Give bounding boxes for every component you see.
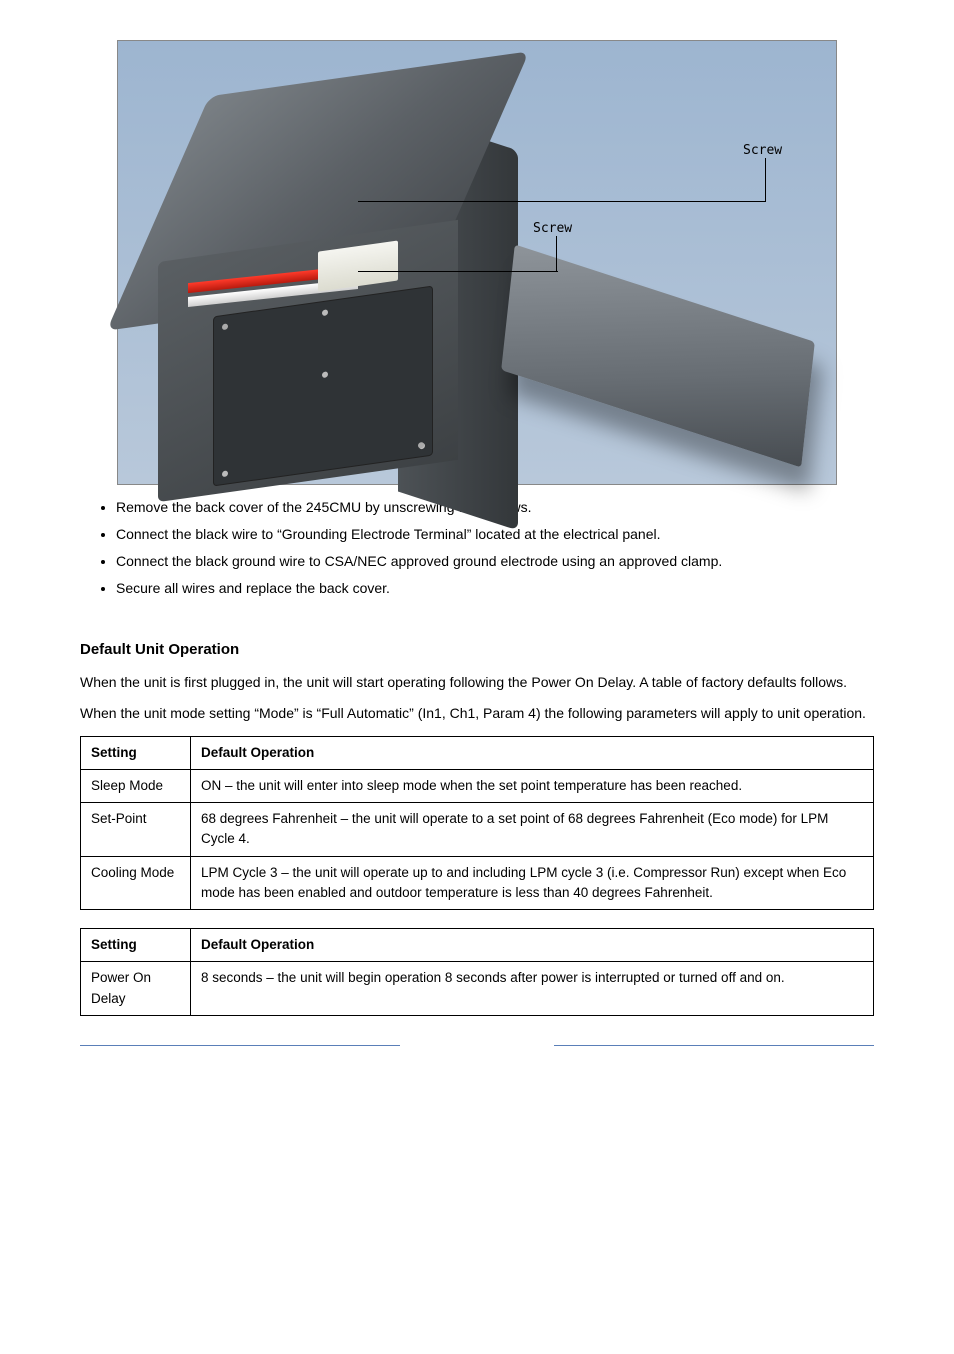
- table-header: Setting: [81, 929, 191, 962]
- defaults-table-2: Setting Default Operation Power On Delay…: [80, 928, 874, 1016]
- table-row: Set-Point 68 degrees Fahrenheit – the un…: [81, 803, 874, 857]
- callout-line: [765, 158, 766, 202]
- callout-line: [556, 236, 557, 272]
- table-cell: Set-Point: [81, 803, 191, 857]
- table-cell: 8 seconds – the unit will begin operatio…: [191, 962, 874, 1016]
- table-header: Default Operation: [191, 929, 874, 962]
- table-cell: ON – the unit will enter into sleep mode…: [191, 769, 874, 802]
- table-cell: Sleep Mode: [81, 769, 191, 802]
- table-cell: Power On Delay: [81, 962, 191, 1016]
- callout-label-screw-mid: Screw: [533, 219, 572, 239]
- figure-device-cover: Screw Screw: [117, 40, 837, 485]
- footer-right: [554, 1045, 874, 1046]
- footer-left: [80, 1045, 400, 1046]
- callout-label-screw-right: Screw: [743, 141, 782, 161]
- table-row: Cooling Mode LPM Cycle 3 – the unit will…: [81, 856, 874, 910]
- page-footer: [80, 1045, 874, 1046]
- device-render: [118, 41, 498, 486]
- table-header: Default Operation: [191, 736, 874, 769]
- instruction-item: Connect the black ground wire to CSA/NEC…: [116, 551, 874, 572]
- callout-line: [358, 271, 558, 272]
- paragraph: When the unit is first plugged in, the u…: [80, 672, 874, 693]
- defaults-table-1: Setting Default Operation Sleep Mode ON …: [80, 736, 874, 911]
- table-cell: LPM Cycle 3 – the unit will operate up t…: [191, 856, 874, 910]
- section-heading: Default Unit Operation: [80, 639, 874, 662]
- table-row: Sleep Mode ON – the unit will enter into…: [81, 769, 874, 802]
- paragraph: When the unit mode setting “Mode” is “Fu…: [80, 703, 874, 724]
- instruction-item: Secure all wires and replace the back co…: [116, 578, 874, 599]
- table-cell: Cooling Mode: [81, 856, 191, 910]
- table-cell: 68 degrees Fahrenheit – the unit will op…: [191, 803, 874, 857]
- table-row: Power On Delay 8 seconds – the unit will…: [81, 962, 874, 1016]
- table-header: Setting: [81, 736, 191, 769]
- callout-line: [358, 201, 766, 202]
- instruction-item: Connect the black wire to “Grounding Ele…: [116, 524, 874, 545]
